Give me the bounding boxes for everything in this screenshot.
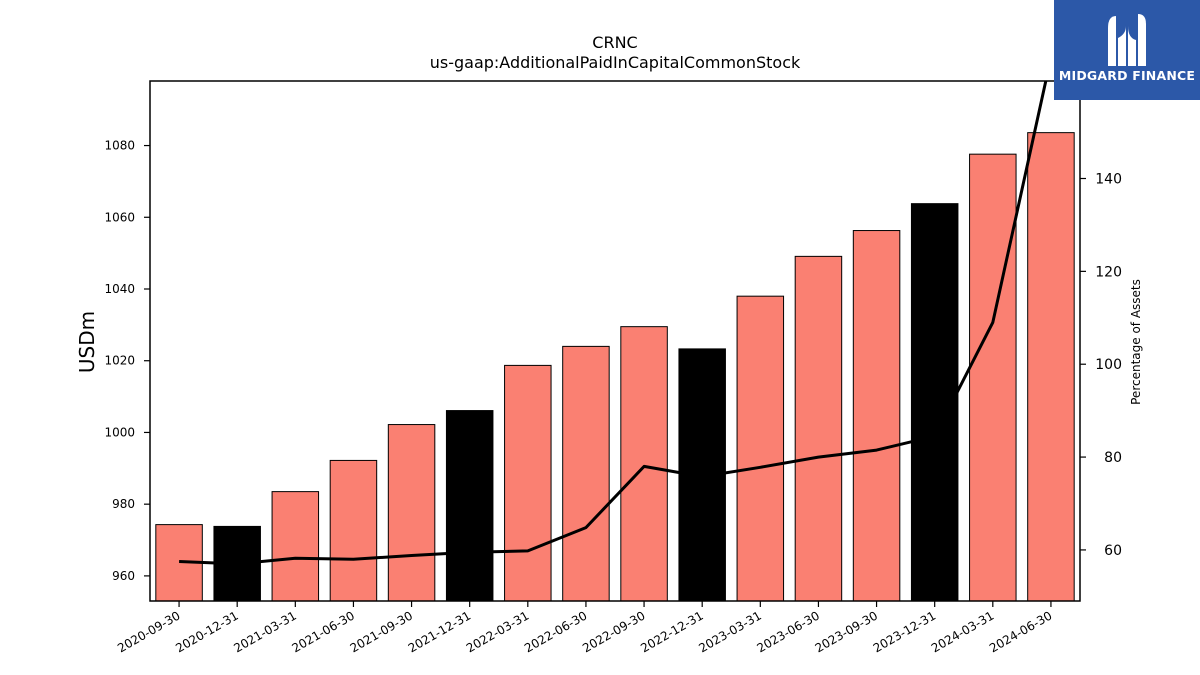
bar-2023-09-30 xyxy=(852,230,901,602)
x-tick-label: 2023-06-30 xyxy=(755,608,822,655)
x-tick-label: 2020-12-31 xyxy=(173,608,240,655)
x-tick-label: 2020-09-30 xyxy=(115,608,182,655)
x-tick-label: 2022-12-31 xyxy=(638,608,705,655)
plot-frame xyxy=(149,80,1081,602)
right-axis: 60 80 100 120 140 xyxy=(1080,172,1122,559)
bar-2022-03-31 xyxy=(504,364,552,602)
x-tick-label: 2021-12-31 xyxy=(406,608,473,655)
bar-2021-03-31 xyxy=(271,491,320,602)
bar-2022-06-30 xyxy=(562,345,610,602)
x-tick-label: 2022-09-30 xyxy=(580,608,647,655)
chart-title: CRNC xyxy=(592,33,637,52)
y-tick-label: 1080 xyxy=(104,139,135,153)
y2-tick-label: 60 xyxy=(1104,543,1122,559)
line-series xyxy=(179,81,1048,566)
x-tick-label: 2022-06-30 xyxy=(522,608,589,655)
logo-mark-icon xyxy=(1108,14,1146,66)
x-tick-label: 2023-09-30 xyxy=(813,608,880,655)
y-tick-label: 1040 xyxy=(104,282,135,296)
percentage-of-assets-line xyxy=(179,81,1048,566)
logo-text: MIDGARD FINANCE xyxy=(1058,68,1196,83)
bar-2024-06-30 xyxy=(1027,132,1075,602)
bar-series xyxy=(155,132,1075,602)
bar-2022-09-30 xyxy=(620,326,668,602)
bar-2023-06-30 xyxy=(794,255,843,602)
bar-2021-09-30 xyxy=(387,424,436,602)
bar-2023-03-31 xyxy=(736,295,785,602)
y-tick-label: 1000 xyxy=(104,425,135,439)
y-tick-label: 1060 xyxy=(104,210,135,224)
logo: MIDGARD FINANCE xyxy=(1054,0,1200,100)
y-tick-label: 960 xyxy=(112,569,135,583)
bar-2021-06-30 xyxy=(329,459,378,602)
x-tick-label: 2021-06-30 xyxy=(290,608,357,655)
x-tick-label: 2021-03-31 xyxy=(231,608,298,655)
y-axis-label: USDm xyxy=(75,311,99,373)
x-tick-label: 2024-03-31 xyxy=(929,608,996,655)
x-axis: 2020-09-302020-12-312021-03-312021-06-30… xyxy=(115,601,1054,655)
x-tick-label: 2021-09-30 xyxy=(348,608,415,655)
y-tick-label: 980 xyxy=(112,497,135,511)
y2-tick-label: 100 xyxy=(1095,357,1122,373)
x-tick-label: 2022-03-31 xyxy=(464,608,531,655)
y-tick-label: 1020 xyxy=(104,354,135,368)
y2-tick-label: 140 xyxy=(1095,172,1122,188)
x-tick-label: 2023-03-31 xyxy=(696,608,763,655)
x-tick-label: 2023-12-31 xyxy=(871,608,938,655)
chart-subtitle: us-gaap:AdditionalPaidInCapitalCommonSto… xyxy=(430,53,801,72)
left-axis: 960 980 1000 1020 1040 1060 1080 xyxy=(104,139,150,583)
y2-axis-label: Percentage of Assets xyxy=(1129,279,1143,405)
bar-2021-12-31 xyxy=(445,410,494,602)
y2-tick-label: 80 xyxy=(1104,450,1122,466)
bar-2023-12-31 xyxy=(910,203,959,602)
y2-tick-label: 120 xyxy=(1095,264,1122,280)
bar-2024-03-31 xyxy=(969,153,1017,602)
x-tick-label: 2024-06-30 xyxy=(987,608,1054,655)
